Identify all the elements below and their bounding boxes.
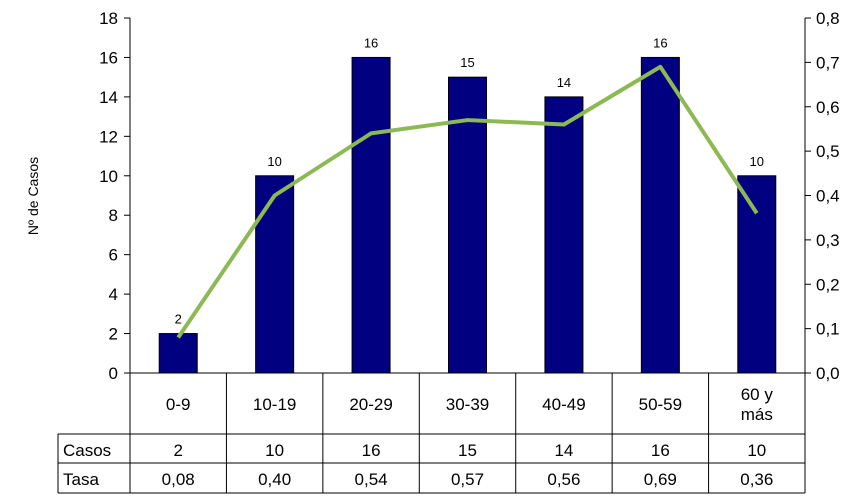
table-cell: 16 [651, 441, 670, 460]
bar-0-9 [158, 333, 198, 374]
plot-area: 2 10 16 15 14 16 10 0 2 4 6 8 10 12 14 16 18 0,0 0,1 0,2 0,3… [57, 9, 840, 494]
table-cell: 0,56 [547, 470, 580, 489]
table-cell: 0,08 [162, 470, 195, 489]
table-cell: 2 [173, 441, 182, 460]
left-tick-label: 6 [109, 246, 118, 265]
left-tick-label: 16 [99, 48, 118, 67]
left-tick-label: 0 [109, 364, 118, 383]
bar-value-label: 14 [557, 75, 571, 90]
bar-value-label: 10 [267, 154, 281, 169]
right-tick-label: 0,7 [816, 53, 840, 72]
table-cell: 16 [362, 441, 381, 460]
right-tick-label: 0,3 [816, 231, 840, 250]
table-row-header: Tasa [63, 470, 99, 489]
bar-value-label: 10 [750, 154, 764, 169]
table-cell: 10 [747, 441, 766, 460]
table-cell: 0,54 [355, 470, 388, 489]
right-tick-label: 0,2 [816, 275, 840, 294]
bar-value-label: 2 [175, 312, 182, 327]
table-cell: 0,36 [740, 470, 773, 489]
category-label: 10-19 [253, 395, 296, 414]
right-tick-label: 0,6 [816, 98, 840, 117]
bar-40-49 [544, 96, 584, 374]
category-label: 20-29 [349, 395, 392, 414]
table-cell: 0,40 [258, 470, 291, 489]
category-label: 40-49 [542, 395, 585, 414]
right-tick-label: 0,8 [816, 9, 840, 28]
left-tick-label: 8 [109, 206, 118, 225]
category-label: 60 y más [741, 385, 774, 424]
right-tick-label: 0,5 [816, 142, 840, 161]
bar-value-label: 15 [460, 55, 474, 70]
bar-30-39 [448, 76, 487, 374]
bar-20-29 [351, 56, 391, 374]
left-tick-label: 10 [99, 167, 118, 186]
table-row-header: Casos [63, 441, 111, 460]
table-cell: 0,57 [451, 470, 484, 489]
table-cell: 15 [458, 441, 477, 460]
table-cell: 10 [265, 441, 284, 460]
y-axis-label: Nº de Casos [25, 157, 41, 235]
bar-value-label: 16 [653, 35, 667, 50]
bar-value-label: 16 [364, 35, 378, 50]
category-label: 0-9 [166, 395, 191, 414]
category-label: 30-39 [446, 395, 489, 414]
bar-10-19 [255, 175, 295, 374]
left-tick-label: 18 [99, 9, 118, 28]
table-cell: 0,69 [644, 470, 677, 489]
left-tick-label: 4 [109, 285, 118, 304]
left-tick-label: 2 [109, 325, 118, 344]
right-tick-label: 0,4 [816, 187, 840, 206]
right-tick-label: 0,0 [816, 364, 840, 383]
bar-60 y más [737, 175, 777, 374]
right-tick-label: 0,1 [816, 320, 840, 339]
bar-50-59 [640, 56, 680, 374]
tasa-line [176, 64, 759, 339]
table-cell: 14 [554, 441, 573, 460]
category-label: 50-59 [639, 395, 682, 414]
left-tick-label: 12 [99, 127, 118, 146]
left-tick-label: 14 [99, 88, 118, 107]
